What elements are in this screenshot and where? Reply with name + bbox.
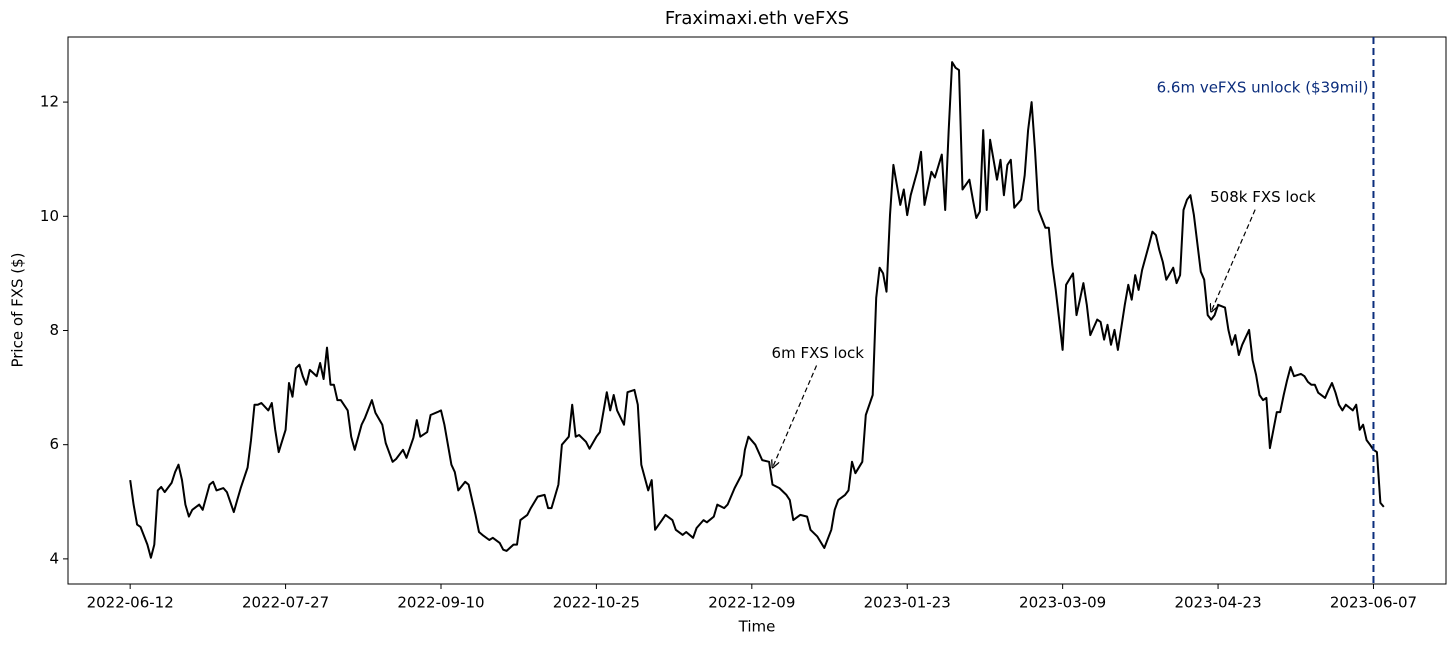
annotation-label: 508k FXS lock <box>1210 188 1316 206</box>
x-axis-label: Time <box>738 618 776 636</box>
annotation-arrow <box>773 365 818 468</box>
y-tick-label: 10 <box>40 207 59 225</box>
x-tick-label: 2023-06-07 <box>1330 594 1417 612</box>
y-tick-label: 8 <box>49 321 59 339</box>
x-tick-label: 2022-09-10 <box>397 594 484 612</box>
y-tick-label: 12 <box>40 93 59 111</box>
x-tick-label: 2022-10-25 <box>553 594 640 612</box>
x-tick-label: 2022-07-27 <box>242 594 329 612</box>
y-tick-label: 4 <box>49 549 59 567</box>
x-tick-label: 2022-12-09 <box>708 594 795 612</box>
price-line <box>129 61 1385 559</box>
y-axis-label: Price of FXS ($) <box>9 252 27 367</box>
unlock-label: 6.6m veFXS unlock ($39mil) <box>1157 79 1369 97</box>
x-tick-label: 2023-04-23 <box>1174 594 1261 612</box>
x-tick-label: 2023-01-23 <box>864 594 951 612</box>
chart-title: Fraximaxi.eth veFXS <box>665 8 849 29</box>
plot-frame <box>67 36 1447 585</box>
y-tick-label: 6 <box>49 435 59 453</box>
x-tick-label: 2022-06-12 <box>87 594 174 612</box>
x-tick-label: 2023-03-09 <box>1019 594 1106 612</box>
annotation-arrow <box>1211 209 1256 312</box>
annotation-label: 6m FXS lock <box>772 344 865 362</box>
